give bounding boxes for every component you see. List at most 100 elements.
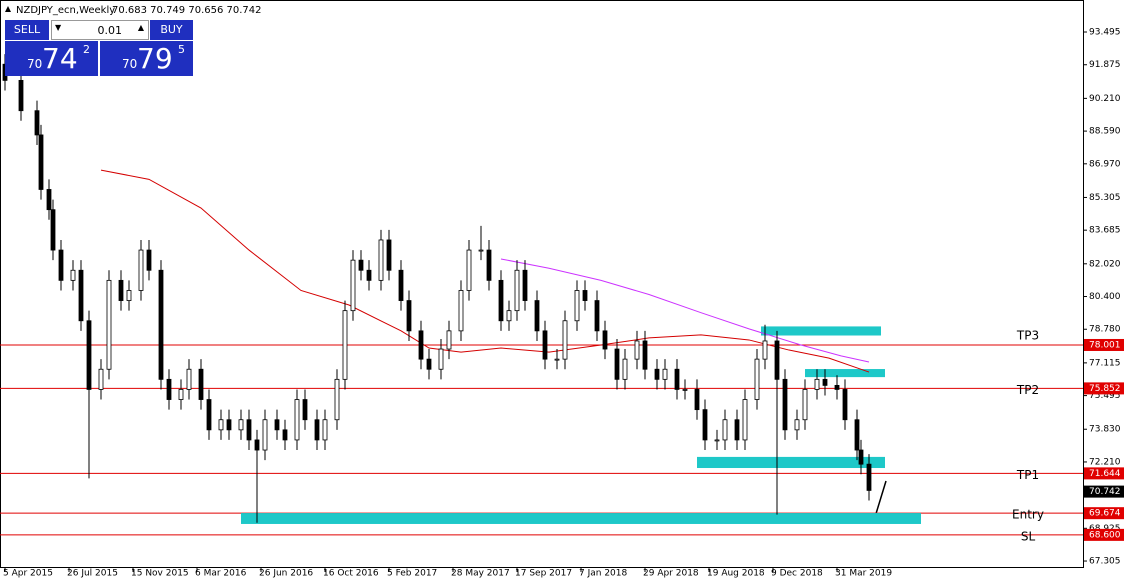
moving-average xyxy=(500,258,870,363)
y-tick-label: 88.590 xyxy=(1089,127,1121,137)
lot-input[interactable]: ▼ 0.01 ▲ xyxy=(51,20,149,40)
x-tick-label: 26 Jun 2016 xyxy=(259,569,313,579)
trade-panel: SELL ▼ 0.01 ▲ BUY 70 74 2 70 79 5 xyxy=(5,20,193,76)
header-icon xyxy=(5,6,11,12)
candle-body xyxy=(314,419,320,441)
candle-body xyxy=(358,259,364,271)
candle-body xyxy=(858,449,864,465)
lot-down[interactable]: ▼ xyxy=(55,23,62,32)
x-tick-label: 31 Mar 2019 xyxy=(835,569,892,579)
candle-body xyxy=(762,340,768,360)
candle-body xyxy=(582,290,588,301)
candle-body xyxy=(334,378,340,421)
level-label: TP2 xyxy=(1016,383,1039,397)
candle-body xyxy=(542,330,548,360)
current-price-tag xyxy=(1084,485,1124,498)
candle-body xyxy=(126,290,132,301)
y-tick-label: 80.400 xyxy=(1089,292,1121,302)
zone xyxy=(241,513,921,524)
candle-body xyxy=(594,300,600,332)
candle-body xyxy=(166,378,172,400)
ask-big: 70 xyxy=(122,57,138,71)
level-label: TP1 xyxy=(1016,468,1039,482)
candle-body xyxy=(254,439,260,451)
buy-button[interactable]: BUY xyxy=(150,20,193,40)
sell-button[interactable]: SELL xyxy=(5,20,49,40)
x-tick-label: 17 Sep 2017 xyxy=(515,569,572,579)
candle-body xyxy=(554,358,560,361)
candle-body xyxy=(534,300,540,332)
candle-body xyxy=(426,358,432,370)
candle-body xyxy=(522,269,528,301)
candle-body xyxy=(614,348,620,380)
y-tick-label: 75.495 xyxy=(1089,391,1121,401)
candle-body xyxy=(50,209,56,251)
candle-body xyxy=(438,348,444,370)
candle-body xyxy=(458,290,464,332)
candle-body xyxy=(18,79,24,112)
candle-body xyxy=(742,399,748,441)
candle-body xyxy=(226,419,232,431)
candle-body xyxy=(662,368,668,380)
candle-body xyxy=(574,290,580,322)
candle-body xyxy=(642,340,648,370)
candle-body xyxy=(274,419,280,431)
candle-body xyxy=(814,378,820,390)
candle-body xyxy=(206,399,212,431)
candle-body xyxy=(246,419,252,441)
price-tag xyxy=(1084,382,1124,395)
candle-body xyxy=(722,419,728,441)
ask-small: 5 xyxy=(178,43,185,56)
price-tag-label: 71.644 xyxy=(1089,469,1121,479)
candle-body xyxy=(498,279,504,322)
candle-body xyxy=(602,330,608,350)
candle-body xyxy=(158,269,164,380)
price-tag-label: 68.600 xyxy=(1089,530,1121,540)
lot-up[interactable]: ▲ xyxy=(137,23,144,32)
candle-body xyxy=(378,239,384,281)
candle-body xyxy=(842,389,848,421)
candle-body xyxy=(702,409,708,441)
x-tick-label: 15 Nov 2015 xyxy=(131,569,189,579)
candle-body xyxy=(342,310,348,380)
candle-body xyxy=(38,134,44,190)
price-tag xyxy=(1084,507,1124,520)
y-tick-label: 91.875 xyxy=(1089,60,1121,70)
price-tag-label: 69.674 xyxy=(1089,509,1121,519)
candle-body xyxy=(350,259,356,312)
y-tick-label: 85.305 xyxy=(1089,193,1121,203)
y-tick-label: 78.780 xyxy=(1089,325,1121,335)
candle-body xyxy=(418,330,424,360)
y-tick-label: 67.305 xyxy=(1089,557,1121,567)
candle-body xyxy=(46,189,52,211)
candle-body xyxy=(86,320,92,390)
candle-body xyxy=(478,249,484,252)
bid-box[interactable]: 70 74 2 xyxy=(5,41,98,76)
ask-box[interactable]: 70 79 5 xyxy=(100,41,193,76)
zone xyxy=(697,456,885,469)
candle-body xyxy=(774,340,780,380)
trend-line xyxy=(874,480,887,518)
candle-body xyxy=(186,368,192,390)
current-price-label: 70.742 xyxy=(1089,487,1121,497)
candle-body xyxy=(70,269,76,281)
candle-body xyxy=(634,340,640,360)
candle-body xyxy=(58,249,64,281)
candle-body xyxy=(794,419,800,431)
x-tick-label: 28 May 2017 xyxy=(451,569,510,579)
y-tick-label: 72.210 xyxy=(1089,457,1121,467)
level-label: Entry xyxy=(1012,508,1044,522)
x-tick-label: 19 Aug 2018 xyxy=(707,569,765,579)
candle-body xyxy=(386,239,392,271)
candle-body xyxy=(714,439,720,442)
candle-body xyxy=(302,399,308,421)
y-tick-label: 93.495 xyxy=(1089,28,1121,38)
candle-body xyxy=(98,368,104,390)
candle-body xyxy=(446,330,452,350)
price-tag-label: 75.852 xyxy=(1089,384,1121,394)
candle-body xyxy=(78,269,84,322)
candle-body xyxy=(238,419,244,431)
candle-body xyxy=(562,320,568,360)
